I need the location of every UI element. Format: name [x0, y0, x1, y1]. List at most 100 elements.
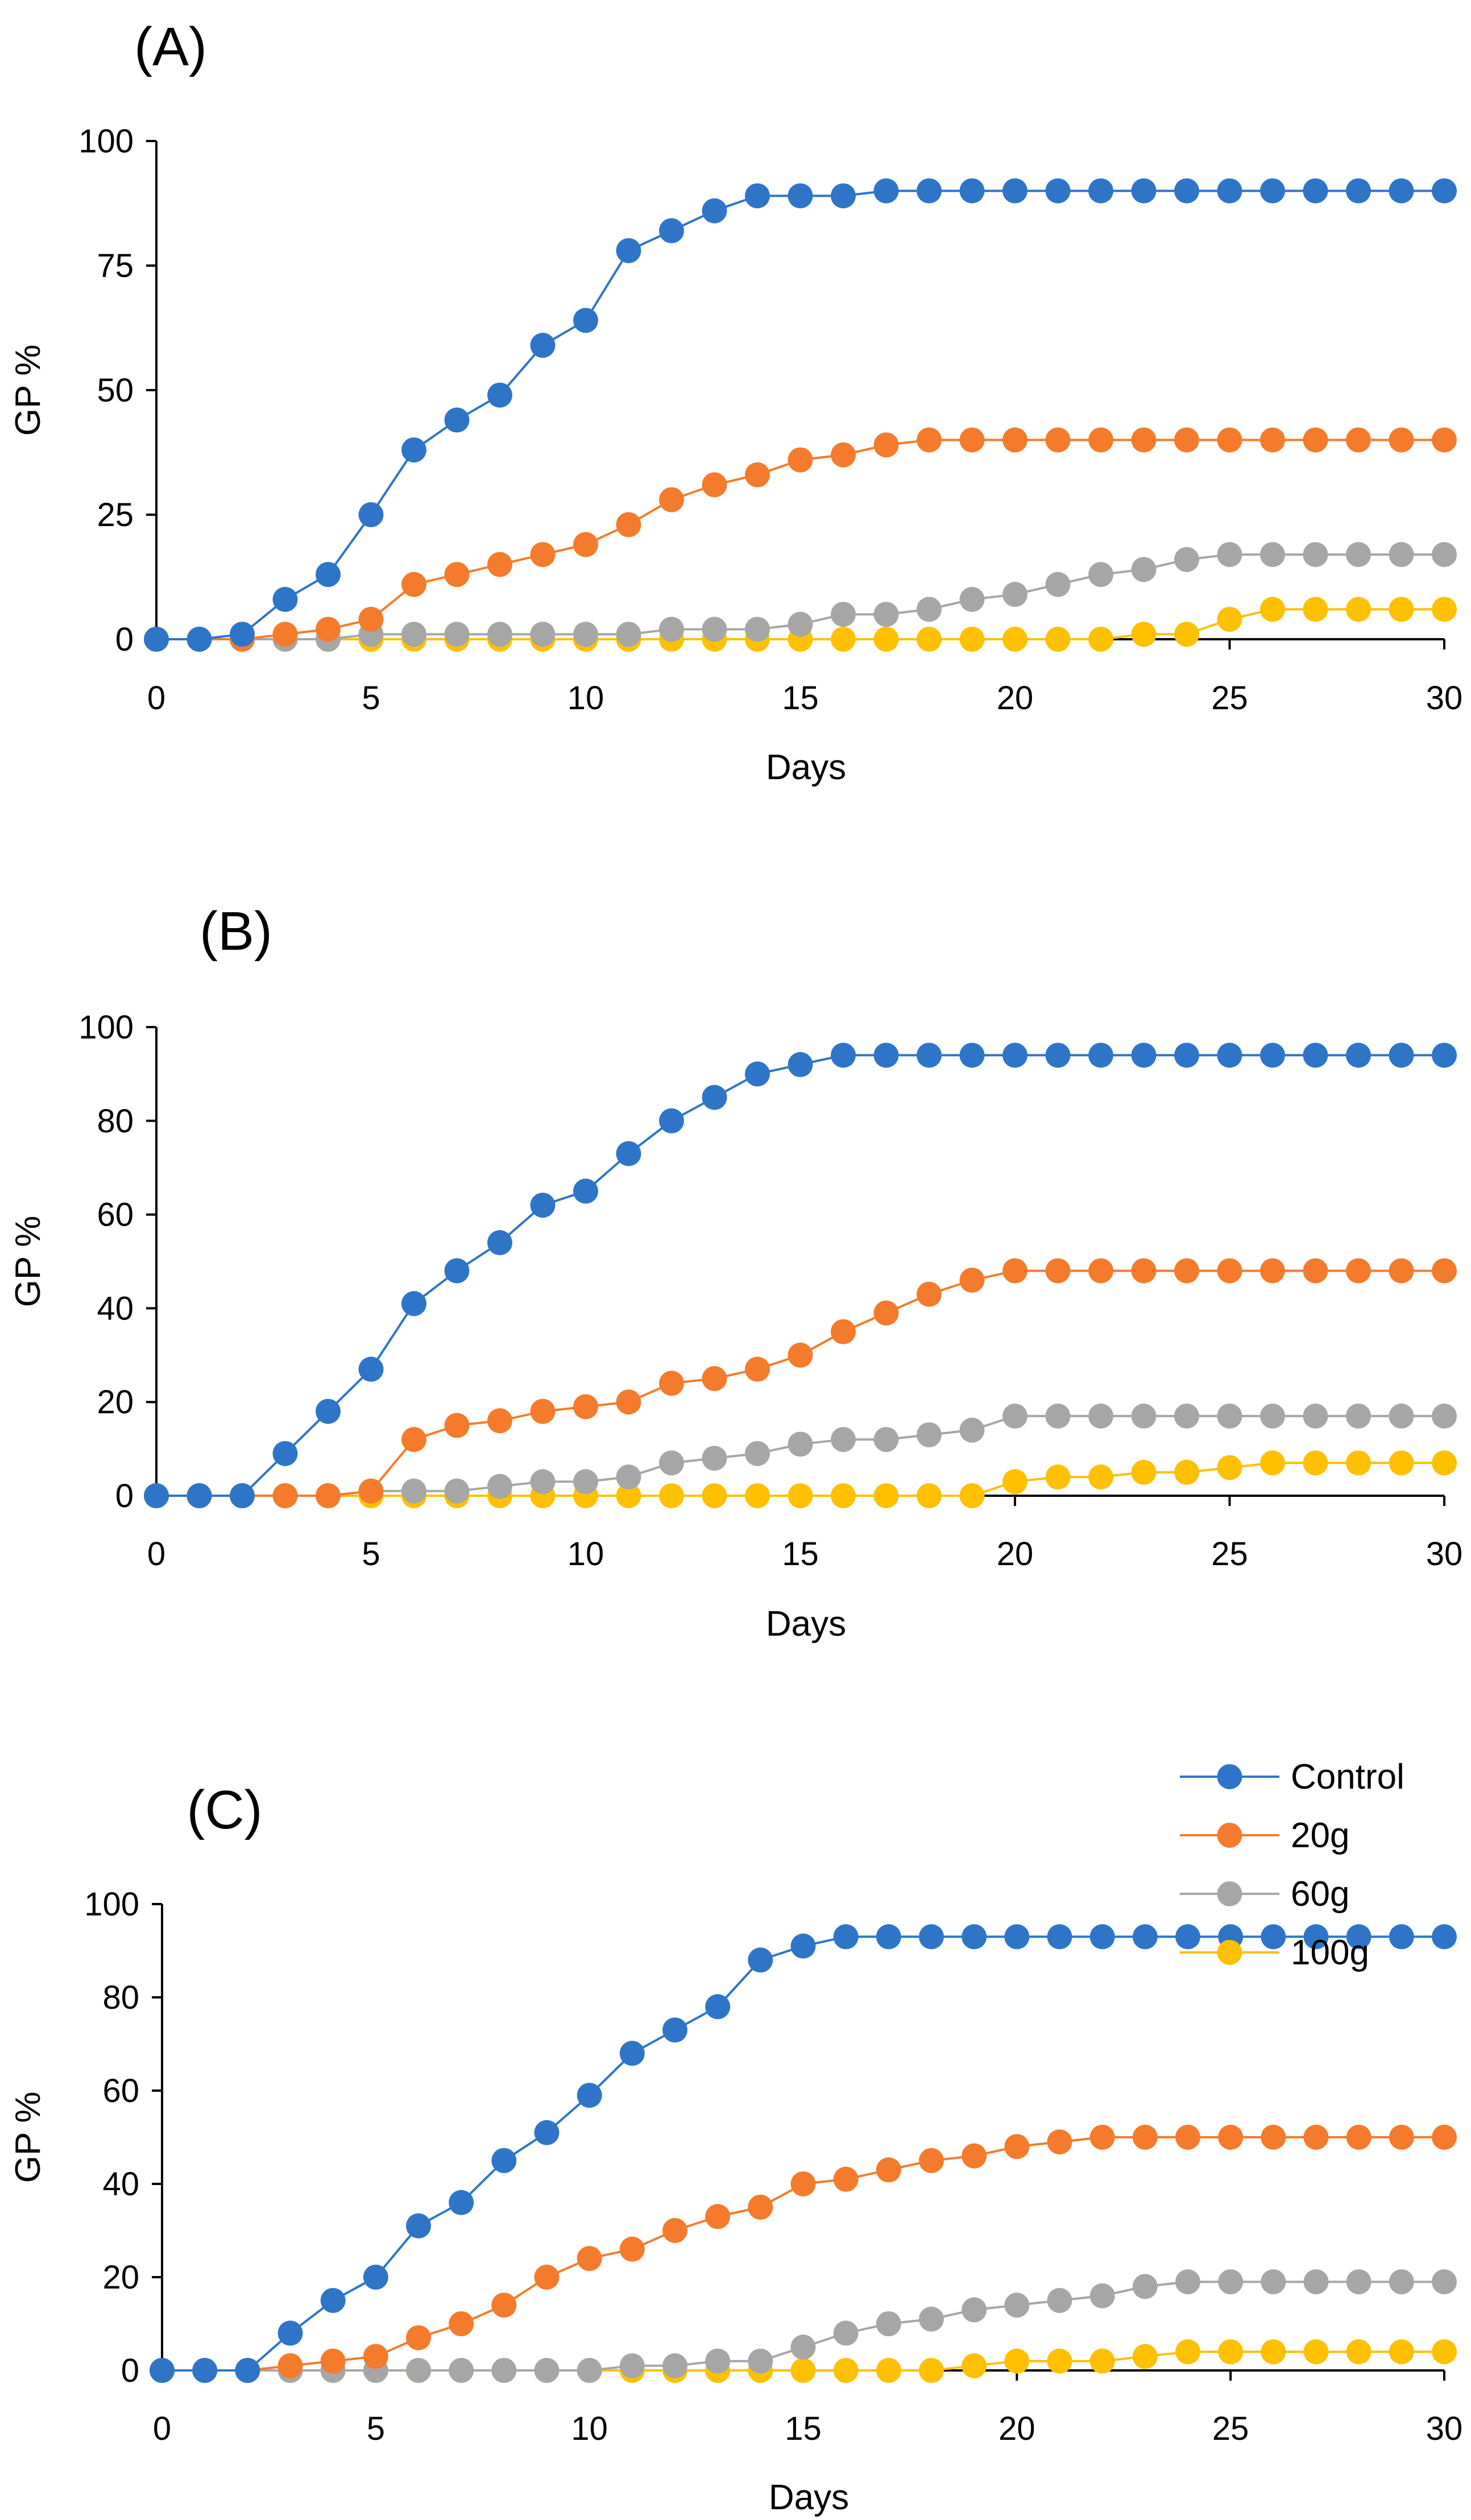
data-point — [1175, 1924, 1200, 1950]
data-point — [876, 2311, 901, 2336]
y-axis-title: GP % — [9, 2092, 48, 2183]
data-point — [917, 597, 942, 622]
data-point — [1089, 2125, 1115, 2150]
data-point — [616, 238, 641, 263]
data-point — [919, 2358, 944, 2383]
data-point — [959, 427, 985, 453]
legend-label: 20g — [1291, 1816, 1349, 1855]
legend-label: 60g — [1291, 1875, 1349, 1914]
data-point — [444, 1413, 470, 1438]
data-point — [1346, 2339, 1371, 2365]
x-tick-label: 30 — [1426, 1536, 1463, 1573]
data-point — [616, 1464, 641, 1490]
data-point — [748, 1947, 773, 1973]
data-point — [1346, 1258, 1371, 1284]
data-point — [873, 432, 899, 458]
data-point — [873, 602, 899, 627]
x-tick-label: 0 — [153, 2410, 171, 2447]
data-point — [444, 1258, 470, 1284]
data-point — [235, 2358, 260, 2383]
x-tick-label: 20 — [997, 1536, 1034, 1573]
data-point — [873, 1483, 899, 1508]
data-point — [277, 2320, 303, 2346]
data-point — [831, 627, 856, 652]
data-point — [1131, 557, 1157, 582]
data-point — [449, 2311, 474, 2336]
data-point — [831, 602, 856, 627]
data-point — [662, 2017, 687, 2043]
data-point — [1004, 2293, 1030, 2318]
x-tick-label: 20 — [998, 2410, 1035, 2447]
data-point — [487, 382, 512, 408]
data-point — [1303, 1403, 1328, 1429]
data-point — [745, 1483, 770, 1508]
data-point — [530, 622, 556, 647]
data-point — [534, 2358, 560, 2383]
data-point — [745, 616, 770, 642]
x-tick-label: 25 — [1212, 2410, 1249, 2447]
data-point — [659, 1108, 684, 1133]
data-point — [748, 2348, 773, 2374]
data-point — [745, 462, 770, 487]
data-point — [873, 627, 899, 652]
data-point — [573, 1394, 598, 1420]
data-point — [659, 616, 684, 642]
data-point — [577, 2083, 602, 2108]
data-point — [1432, 1924, 1457, 1950]
data-point — [917, 627, 942, 652]
data-point — [401, 1291, 426, 1317]
data-point — [788, 1342, 813, 1368]
data-point — [1002, 1469, 1027, 1495]
data-point — [1132, 1924, 1158, 1950]
data-point — [1002, 582, 1027, 607]
data-point — [1045, 178, 1071, 204]
data-point — [1132, 2344, 1158, 2369]
data-point — [659, 487, 684, 512]
data-point — [1217, 178, 1242, 204]
data-point — [1174, 1403, 1199, 1429]
data-point — [444, 622, 470, 647]
data-point — [616, 1389, 641, 1415]
x-tick-label: 25 — [1211, 1536, 1248, 1573]
data-point — [919, 2306, 944, 2332]
data-point — [1132, 2125, 1158, 2150]
data-point — [1047, 2129, 1072, 2155]
data-point — [530, 333, 556, 358]
data-point — [919, 1924, 944, 1950]
data-point — [192, 2358, 218, 2383]
legend-marker — [1217, 1823, 1242, 1848]
y-tick-label: 75 — [97, 247, 134, 284]
data-point — [833, 2320, 859, 2346]
data-point — [659, 1371, 684, 1396]
data-point — [962, 1924, 987, 1950]
data-point — [487, 552, 512, 577]
data-point — [530, 1398, 556, 1424]
data-point — [1088, 1464, 1113, 1490]
data-point — [1045, 427, 1071, 453]
data-point — [449, 2190, 474, 2215]
data-point — [1088, 562, 1113, 587]
legend-label: Control — [1291, 1757, 1404, 1797]
panel-label: (A) — [134, 16, 207, 77]
data-point — [702, 1446, 727, 1471]
data-point — [790, 2358, 816, 2383]
data-point — [1389, 2339, 1414, 2365]
data-point — [1217, 1042, 1242, 1068]
data-point — [1432, 542, 1457, 568]
data-point — [917, 427, 942, 453]
y-tick-label: 100 — [78, 1009, 134, 1046]
chart-panel-2: (B) 0 20 40 60 80 100 0 5 10 15 20 25 30 Days GP % — [9, 901, 1462, 1644]
data-point — [1260, 1450, 1285, 1476]
data-point — [444, 407, 470, 433]
x-tick-label: 20 — [997, 680, 1034, 717]
data-point — [831, 1427, 856, 1453]
data-point — [1303, 178, 1328, 204]
data-point — [1217, 542, 1242, 568]
data-point — [788, 447, 813, 473]
data-point — [1218, 2339, 1244, 2365]
data-point — [1303, 1924, 1329, 1950]
data-point — [831, 1483, 856, 1508]
data-point — [272, 1441, 298, 1466]
data-point — [659, 1450, 684, 1476]
data-point — [530, 1193, 556, 1218]
